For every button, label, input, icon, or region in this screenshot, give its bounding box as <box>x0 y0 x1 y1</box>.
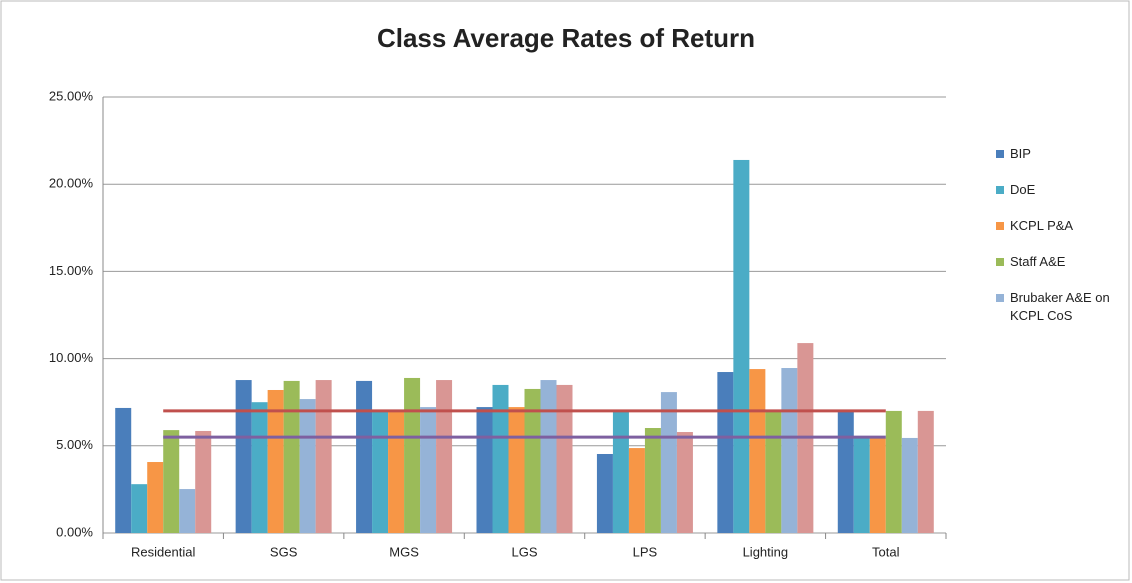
bar <box>251 402 268 533</box>
x-tick-label: Residential <box>131 544 195 559</box>
y-tick-label: 25.00% <box>49 88 94 103</box>
bar <box>717 372 734 533</box>
bar <box>283 380 300 533</box>
bar <box>235 380 252 533</box>
legend-swatch <box>996 294 1004 302</box>
legend-swatch <box>996 222 1004 230</box>
bar <box>644 428 661 533</box>
legend-item: KCPL P&A <box>994 217 1132 235</box>
bar <box>356 380 373 533</box>
bar <box>299 399 316 533</box>
bar <box>853 437 870 533</box>
bar <box>837 410 854 533</box>
x-tick-label: Lighting <box>743 544 789 559</box>
legend-swatch <box>996 186 1004 194</box>
bar <box>315 380 332 533</box>
x-tick-label: LPS <box>633 544 658 559</box>
bar <box>540 380 557 533</box>
bar <box>885 410 902 533</box>
legend-label: KCPL P&A <box>1010 218 1074 233</box>
bar <box>765 410 782 533</box>
bar <box>492 384 509 533</box>
legend-item: Staff A&E <box>994 253 1132 271</box>
bar <box>388 410 405 533</box>
y-tick-label: 15.00% <box>49 263 94 278</box>
legend-label: BIP <box>1010 146 1031 161</box>
y-tick-label: 10.00% <box>49 350 94 365</box>
bar <box>372 411 389 533</box>
legend-swatch <box>996 150 1004 158</box>
bar <box>749 369 766 533</box>
bar <box>131 484 148 533</box>
bar <box>781 368 798 533</box>
bar <box>524 388 541 533</box>
legend-item: DoE <box>994 181 1132 199</box>
y-tick-label: 5.00% <box>56 437 93 452</box>
bar <box>508 407 525 533</box>
legend: BIP DoE KCPL P&A Staff A&E Brubaker A&E on K… <box>994 145 1132 343</box>
bar <box>596 453 613 533</box>
legend-item: Brubaker A&E on KCPL CoS <box>994 289 1132 325</box>
legend-label: Staff A&E <box>1010 254 1066 269</box>
bar <box>917 410 934 533</box>
x-tick-label: SGS <box>270 544 298 559</box>
bar <box>901 437 918 533</box>
bar <box>179 489 196 533</box>
x-tick-label: MGS <box>389 544 419 559</box>
legend-label: DoE <box>1010 182 1036 197</box>
y-tick-label: 20.00% <box>49 176 94 191</box>
y-tick-label: 0.00% <box>56 524 93 539</box>
x-tick-label: LGS <box>511 544 537 559</box>
bar <box>115 407 132 533</box>
bar <box>195 430 212 533</box>
bar <box>476 407 493 533</box>
bar <box>404 377 421 533</box>
bar <box>612 410 629 533</box>
chart-title: Class Average Rates of Return <box>377 23 755 53</box>
bar <box>267 389 284 533</box>
bar <box>733 159 750 533</box>
bar <box>869 437 886 533</box>
bar <box>556 384 573 533</box>
bar <box>420 407 437 533</box>
legend-label: Brubaker A&E on KCPL CoS <box>1010 290 1110 323</box>
bar <box>676 432 693 533</box>
legend-item: BIP <box>994 145 1132 163</box>
bar <box>660 392 677 533</box>
bar <box>436 380 453 533</box>
bar <box>163 430 180 533</box>
legend-swatch <box>996 258 1004 266</box>
x-tick-label: Total <box>872 544 900 559</box>
bar <box>628 448 645 533</box>
bar <box>147 462 164 533</box>
